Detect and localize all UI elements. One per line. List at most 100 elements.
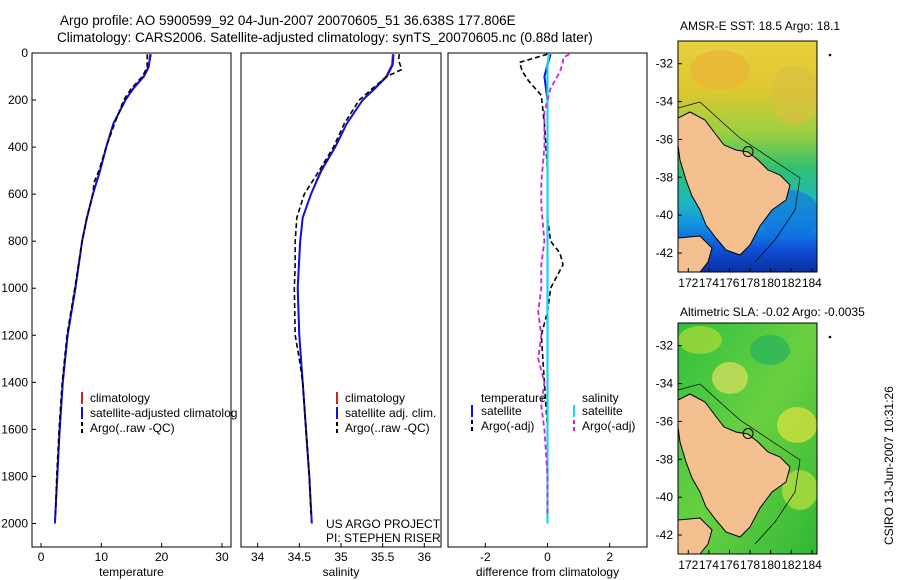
legend-label-climatology: climatology — [345, 391, 405, 405]
depth-tick-label: 1000 — [1, 281, 28, 295]
x-tick-label: 0 — [38, 550, 45, 564]
x-tick-label: 2 — [606, 550, 613, 564]
csiro-timestamp: CSIRO 13-Jun-2007 10:31:26 — [882, 386, 896, 545]
lon-tick-label: 172 — [678, 558, 698, 572]
lon-tick-label: 180 — [761, 276, 781, 290]
salinity-panel: 34 34.5 35 35.5 36 salinity — [251, 54, 431, 579]
depth-tick-label: 600 — [8, 187, 28, 201]
depth-tick-label: 200 — [8, 93, 28, 107]
sla-patch — [777, 407, 817, 443]
sst-map-axes: 172 174 176 178 180 182 184 -32 -34 -36 -38 -40 -42 — [656, 53, 832, 290]
series-line-salinity-argo-adj- — [537, 53, 570, 515]
lon-tick-label: 178 — [740, 276, 760, 290]
sla-map-title: Altimetric SLA: -0.02 Argo: -0.0035 — [680, 305, 865, 319]
lon-tick-label: 174 — [699, 558, 719, 572]
sla-patch — [678, 326, 722, 354]
sst-map-frame — [677, 40, 818, 273]
project-annotation: US ARGO PROJECT — [326, 517, 441, 531]
sla-patch — [712, 362, 748, 394]
sla-patch — [782, 470, 817, 510]
x-tick-label: 10 — [95, 550, 109, 564]
argo-location-marker — [742, 146, 754, 158]
series-line-satellite-adjusted — [53, 54, 152, 524]
lon-tick-label: 180 — [761, 558, 781, 572]
depth-tick-label: 1800 — [1, 469, 28, 483]
series-line-salinity-satellite — [546, 54, 551, 524]
lat-tick-label: -42 — [656, 246, 674, 260]
series-line-argo — [54, 54, 148, 515]
x-tick-label: 35.5 — [371, 550, 395, 564]
island-dot — [828, 53, 832, 57]
isobath-contour — [678, 383, 801, 545]
lat-tick-label: -36 — [656, 132, 674, 146]
sla-patch — [750, 335, 790, 365]
lat-tick-label: -32 — [656, 57, 674, 71]
lat-tick-label: -34 — [656, 377, 674, 391]
depth-tick-label: 800 — [8, 234, 28, 248]
legend-label-satellite: satellite-adjusted climatolog — [90, 406, 237, 420]
figure-title-line-2: Climatology: CARS2006. Satellite-adjuste… — [57, 30, 593, 45]
lon-tick-label: 174 — [699, 276, 719, 290]
x-tick-label: 35 — [334, 550, 348, 564]
legend-label-satellite: satellite adj. clim. — [345, 406, 436, 420]
lon-tick-label: 178 — [740, 558, 760, 572]
sla-map-field — [678, 323, 817, 554]
temperature-axes-frame — [31, 52, 232, 548]
legend-label-argo: Argo(..raw -QC) — [90, 421, 175, 435]
depth-tick-label: 2000 — [1, 516, 28, 530]
x-axis-label: temperature — [99, 565, 164, 579]
lat-tick-label: -38 — [656, 452, 674, 466]
x-axis-label: difference from climatology — [476, 565, 619, 579]
temperature-panel: 0 10 20 30 temperature — [38, 54, 229, 579]
north-island-land — [678, 111, 791, 256]
sla-map-frame — [677, 322, 818, 555]
series-line-argo — [293, 54, 403, 515]
sla-map-axes: 172 174 176 178 180 182 184 -32 -34 -36 -38 -40 -42 — [656, 335, 832, 572]
figure-title-line-1: Argo profile: AO 5900599_92 04-Jun-2007 … — [60, 13, 516, 28]
lat-tick-label: -36 — [656, 414, 674, 428]
sst-warm-patch — [690, 50, 750, 90]
x-tick-label: 30 — [215, 550, 229, 564]
difference-legend: temperature satellite Argo(-adj) salinit… — [471, 391, 635, 433]
argo-location-marker — [742, 428, 754, 440]
salinity-axes-frame — [240, 52, 442, 548]
pi-annotation: PI: STEPHEN RISER — [326, 531, 441, 545]
series-line-climatology — [54, 54, 151, 524]
lon-tick-label: 176 — [719, 558, 739, 572]
legend-label-climatology: climatology — [90, 391, 150, 405]
x-tick-label: 20 — [155, 550, 169, 564]
lat-tick-label: -40 — [656, 490, 674, 504]
x-tick-label: -2 — [480, 550, 491, 564]
island-dot — [828, 335, 832, 339]
depth-tick-label: 1400 — [1, 375, 28, 389]
south-island-land — [678, 517, 713, 554]
depth-axis: 0 200 400 600 800 1000 1200 1400 1600 1800 2000 — [1, 46, 36, 530]
salinity-legend: climatology satellite adj. clim. Argo(..… — [336, 391, 436, 435]
depth-tick-label: 400 — [8, 140, 28, 154]
series-line-satellite-adjusted — [296, 54, 395, 524]
sst-warm-patch — [770, 65, 817, 125]
depth-tick-label: 1600 — [1, 422, 28, 436]
legend-label-sal-satellite: satellite — [582, 404, 623, 418]
depth-tick-label: 0 — [21, 46, 28, 60]
lat-tick-label: -40 — [656, 208, 674, 222]
lon-tick-label: 182 — [781, 276, 801, 290]
legend-label-temp-satellite: satellite — [481, 404, 522, 418]
x-tick-label: 36 — [418, 550, 432, 564]
x-tick-label: 0 — [544, 550, 551, 564]
series-line-temperature-argo-adj- — [518, 53, 564, 515]
lon-tick-label: 182 — [781, 558, 801, 572]
lat-tick-label: -42 — [656, 528, 674, 542]
x-tick-label: 34.5 — [288, 550, 312, 564]
sst-map-field — [678, 41, 817, 272]
temperature-legend: climatology satellite-adjusted climatolo… — [81, 391, 237, 435]
legend-label-argo: Argo(..raw -QC) — [345, 421, 430, 435]
legend-label-sal-argo: Argo(-adj) — [582, 419, 635, 433]
lon-tick-label: 184 — [802, 276, 822, 290]
legend-heading-salinity: salinity — [582, 391, 619, 405]
depth-tick-label: 1200 — [1, 328, 28, 342]
legend-label-temp-argo: Argo(-adj) — [481, 419, 534, 433]
lon-tick-label: 184 — [802, 558, 822, 572]
